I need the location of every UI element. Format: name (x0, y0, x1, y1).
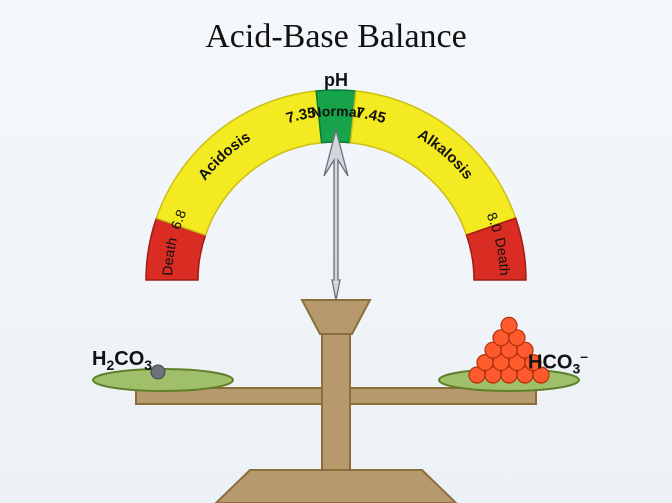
scale-base (216, 470, 456, 503)
right-chem-label: HCO3– (528, 348, 588, 377)
h2co3-ball (151, 365, 165, 379)
scale-needle (324, 130, 348, 300)
balance-scale-group (93, 130, 579, 503)
scale-cap (302, 300, 370, 334)
left-chem-label: H2CO3 (92, 348, 152, 373)
balance-scale (0, 0, 672, 503)
